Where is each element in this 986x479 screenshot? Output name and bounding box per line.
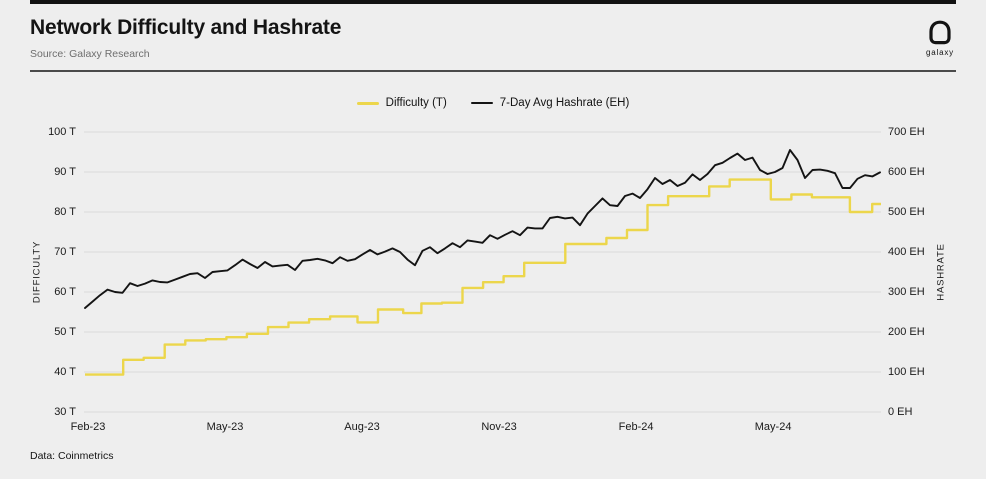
y-axis-title-difficulty: DIFFICULTY [31, 240, 43, 304]
source-note: Source: Galaxy Research [30, 48, 150, 60]
y-right-tick: 300 EH [888, 285, 925, 298]
legend-item-difficulty: Difficulty (T) [356, 97, 447, 109]
x-tick: Feb-24 [618, 421, 654, 433]
x-tick: Aug-23 [344, 421, 380, 433]
y-left-tick: 100 T [48, 125, 76, 138]
legend-label-hashrate: 7-Day Avg Hashrate (EH) [499, 97, 630, 109]
header-divider [30, 70, 956, 72]
y-left-tick: 80 T [54, 205, 76, 218]
y-left-tick: 50 T [54, 325, 76, 338]
y-left-tick: 70 T [54, 245, 76, 258]
y-left-tick: 30 T [54, 405, 76, 418]
y-right-tick: 700 EH [888, 125, 925, 138]
y-left-tick: 40 T [54, 365, 76, 378]
y-right-tick: 600 EH [888, 165, 925, 178]
hashrate-line [84, 149, 881, 309]
galaxy-logo-icon [929, 20, 951, 45]
x-tick: May-23 [206, 421, 244, 433]
galaxy-logo-text: galaxy [926, 48, 954, 57]
x-tick: Feb-23 [70, 421, 106, 433]
y-right-tick: 0 EH [888, 405, 913, 418]
y-right-tick: 500 EH [888, 205, 925, 218]
x-tick: Nov-23 [481, 421, 517, 433]
difficulty-swatch-icon [356, 101, 379, 105]
top-accent-bar [30, 0, 956, 4]
legend-item-hashrate: 7-Day Avg Hashrate (EH) [470, 97, 630, 109]
y-right-tick: 400 EH [888, 245, 925, 258]
y-right-tick: 100 EH [888, 365, 925, 378]
y-left-tick: 60 T [54, 285, 76, 298]
page-title: Network Difficulty and Hashrate [30, 16, 342, 39]
x-tick: May-24 [754, 421, 792, 433]
difficulty-line [85, 178, 881, 376]
chart-legend: Difficulty (T) 7-Day Avg Hashrate (EH) [0, 97, 986, 109]
legend-label-difficulty: Difficulty (T) [385, 97, 447, 109]
hashrate-swatch-icon [470, 101, 493, 105]
y-axis-title-hashrate: HASHRATE [935, 243, 947, 301]
y-left-tick: 90 T [54, 165, 76, 178]
y-right-tick: 200 EH [888, 325, 925, 338]
data-source-note: Data: Coinmetrics [30, 450, 114, 462]
